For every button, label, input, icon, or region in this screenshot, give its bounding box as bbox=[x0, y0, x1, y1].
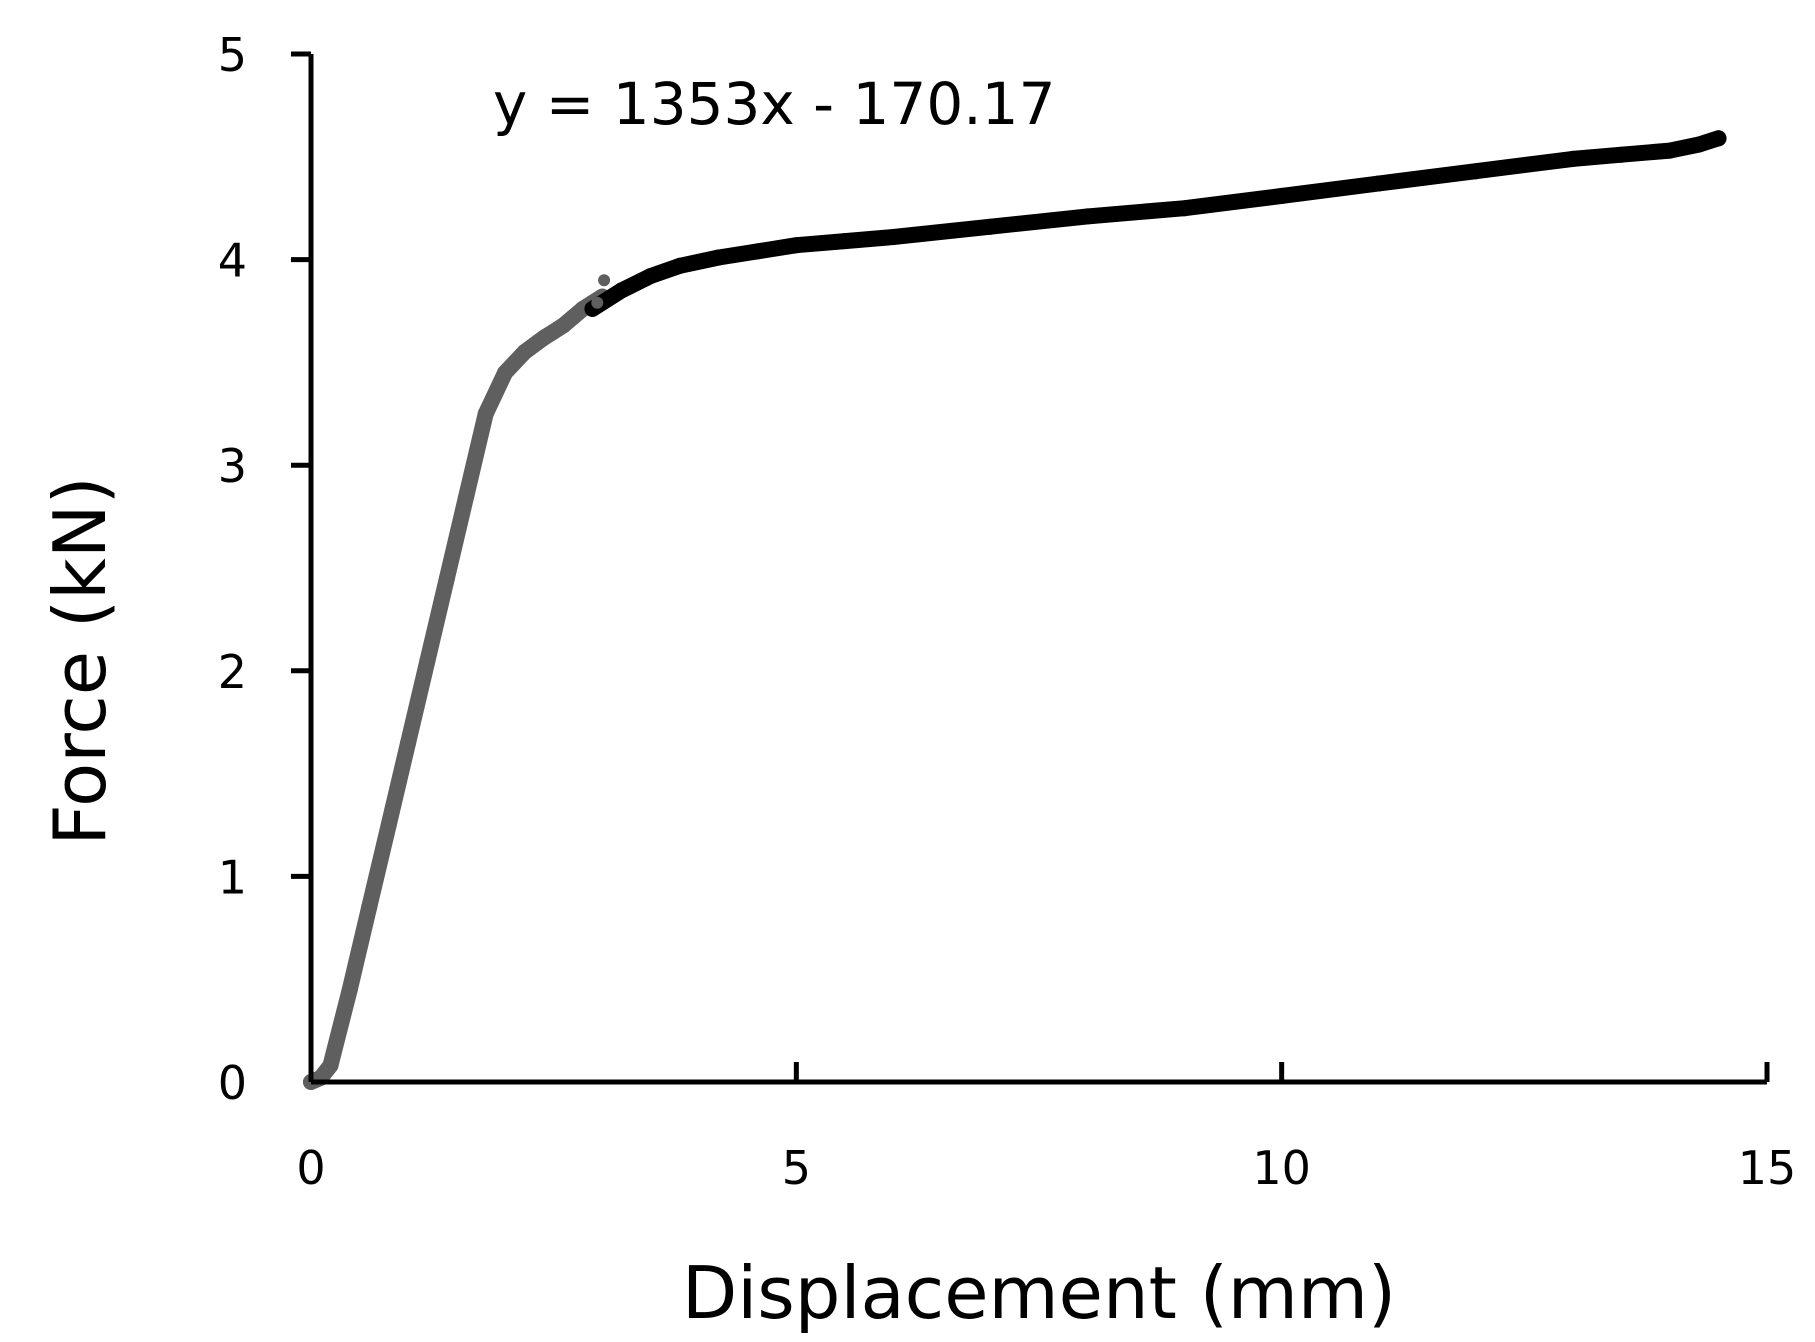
data-point bbox=[458, 488, 475, 504]
data-point bbox=[671, 257, 688, 274]
series-line-0 bbox=[303, 288, 611, 1090]
data-point bbox=[400, 734, 417, 751]
series-layer bbox=[303, 130, 1727, 1090]
data-point bbox=[380, 817, 397, 833]
data-point bbox=[1370, 175, 1387, 192]
data-point bbox=[1273, 187, 1290, 204]
y-tick-label: 5 bbox=[218, 28, 247, 82]
data-point bbox=[438, 570, 455, 587]
x-tick-label: 0 bbox=[296, 1141, 325, 1195]
x-tick-label: 5 bbox=[782, 1141, 811, 1195]
data-point bbox=[1079, 208, 1096, 225]
data-point bbox=[642, 268, 659, 284]
tick-layer: 0 5 10 15 0 1 2 3 4 5 bbox=[218, 28, 1797, 1195]
data-point bbox=[591, 296, 604, 309]
data-point bbox=[341, 981, 358, 998]
series-line-1 bbox=[584, 130, 1727, 317]
data-point bbox=[598, 274, 611, 287]
y-tick-label: 4 bbox=[218, 234, 247, 288]
x-tick-label: 10 bbox=[1252, 1141, 1311, 1195]
y-tick-label: 2 bbox=[218, 645, 247, 699]
data-point bbox=[710, 249, 727, 266]
data-point bbox=[361, 899, 378, 916]
data-point bbox=[749, 243, 766, 260]
data-point bbox=[885, 229, 902, 245]
data-point bbox=[1176, 200, 1193, 217]
data-point bbox=[516, 344, 533, 361]
y-axis-title: Force (kN) bbox=[38, 476, 122, 845]
data-point bbox=[1710, 130, 1727, 147]
data-point bbox=[477, 405, 494, 422]
x-tick-label: 15 bbox=[1738, 1141, 1797, 1195]
data-point bbox=[322, 1057, 339, 1074]
data-point bbox=[1467, 163, 1484, 180]
data-point bbox=[1613, 146, 1630, 163]
data-point bbox=[419, 652, 436, 669]
data-point bbox=[1691, 136, 1708, 153]
data-point bbox=[497, 364, 514, 381]
x-axis-title: Displacement (mm) bbox=[682, 1251, 1396, 1335]
data-point bbox=[1661, 142, 1678, 159]
data-point bbox=[613, 282, 630, 299]
y-tick-label: 0 bbox=[218, 1056, 247, 1110]
y-tick-label: 1 bbox=[218, 850, 247, 904]
y-tick-label: 3 bbox=[218, 439, 247, 493]
trendline-equation: y = 1353x - 170.17 bbox=[493, 70, 1055, 138]
data-point bbox=[982, 218, 999, 235]
data-point bbox=[836, 233, 853, 250]
data-point bbox=[788, 237, 805, 254]
data-point bbox=[1564, 150, 1581, 167]
